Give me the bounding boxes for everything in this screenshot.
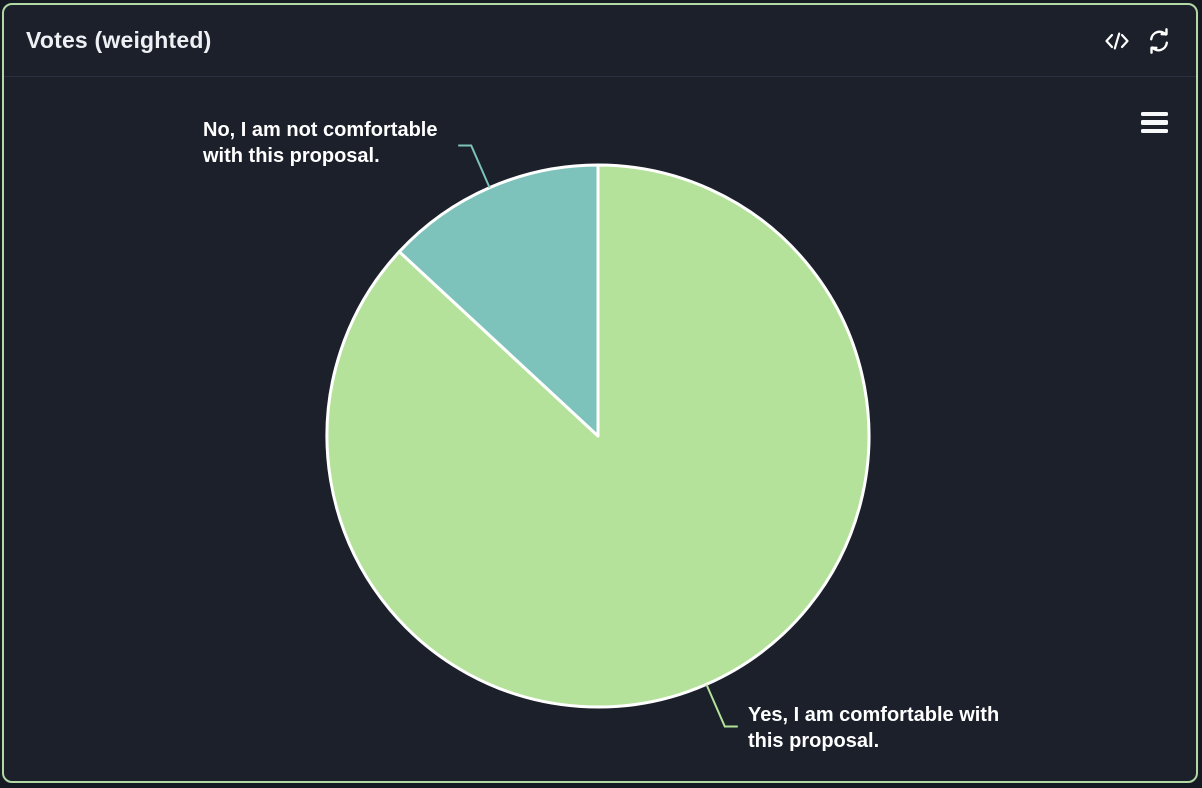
pie-label-no: No, I am not comfortable with this propo… — [203, 117, 437, 169]
code-icon[interactable] — [1102, 26, 1132, 56]
pie-label-no-line2: with this proposal. — [203, 145, 380, 167]
refresh-icon[interactable] — [1144, 26, 1174, 56]
chart-context-menu-icon[interactable] — [1140, 109, 1169, 136]
header-icons — [1102, 26, 1174, 56]
menu-bar — [1141, 120, 1168, 125]
pie-label-yes-line2: this proposal. — [748, 730, 880, 752]
panel-title: Votes (weighted) — [26, 27, 212, 53]
panel-header: Votes (weighted) — [4, 5, 1196, 77]
pie-label-no-line1: No, I am not comfortable — [203, 119, 438, 141]
menu-bar — [1141, 128, 1168, 134]
menu-bar — [1141, 111, 1168, 117]
pie-label-yes: Yes, I am comfortable with this proposal… — [748, 702, 999, 754]
pie-label-yes-line1: Yes, I am comfortable with — [748, 704, 1000, 726]
